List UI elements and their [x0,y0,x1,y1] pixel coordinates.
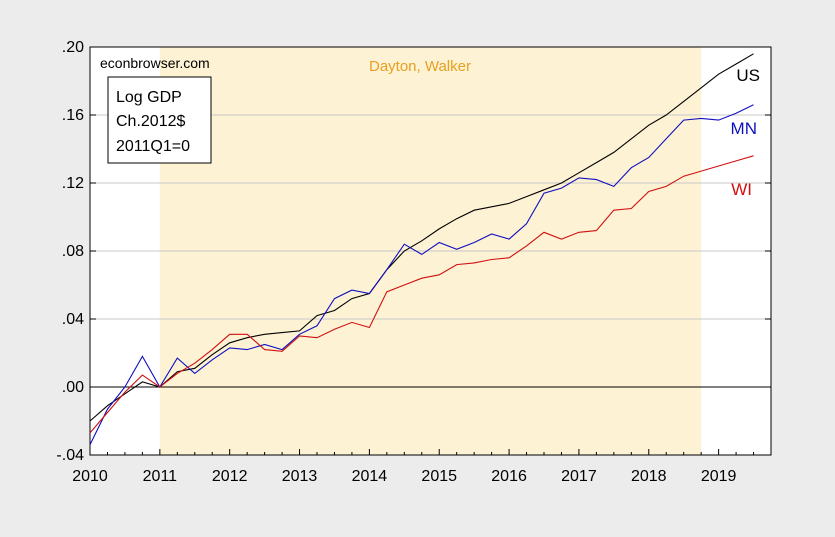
series-labels: US MN WI [731,66,760,199]
x-tick-label: 2019 [701,468,737,485]
series-label-mn: MN [731,119,757,138]
y-tick-label: .20 [62,39,84,56]
series-label-us: US [736,66,760,85]
legend-line-1: Log GDP [116,89,182,106]
y-ticks: -.04 .00 .04 .08 .12 .16 .20 [56,39,771,464]
x-tick-label: 2014 [352,468,388,485]
y-tick-label: .00 [62,379,84,396]
x-ticks: 2010 2011 2012 2013 2014 2015 2016 2017 2018 2019 [72,449,772,485]
shaded-label: Dayton, Walker [369,58,471,75]
y-tick-label: .08 [62,243,84,260]
x-tick-label: 2017 [561,468,597,485]
y-tick-label: .04 [62,311,84,328]
x-tick-label: 2010 [72,468,108,485]
y-tick-label: -.04 [56,447,84,464]
legend-line-2: Ch.2012$ [116,113,185,130]
series-line-us [89,53,754,422]
legend-line-3: 2011Q1=0 [116,138,190,155]
series-line-wi [89,155,754,434]
series-lines [89,53,754,446]
x-tick-label: 2015 [421,468,457,485]
series-line-mn [89,104,754,446]
x-tick-label: 2018 [631,468,667,485]
y-tick-label: .12 [62,175,84,192]
x-tick-label: 2011 [143,468,178,485]
y-tick-label: .16 [62,107,84,124]
x-tick-label: 2012 [212,468,248,485]
watermark: econbrowser.com [100,55,210,71]
gridlines [90,114,771,320]
x-tick-label: 2016 [491,468,527,485]
x-tick-label: 2013 [282,468,318,485]
legend-box [107,76,212,164]
series-label-wi: WI [731,180,752,199]
